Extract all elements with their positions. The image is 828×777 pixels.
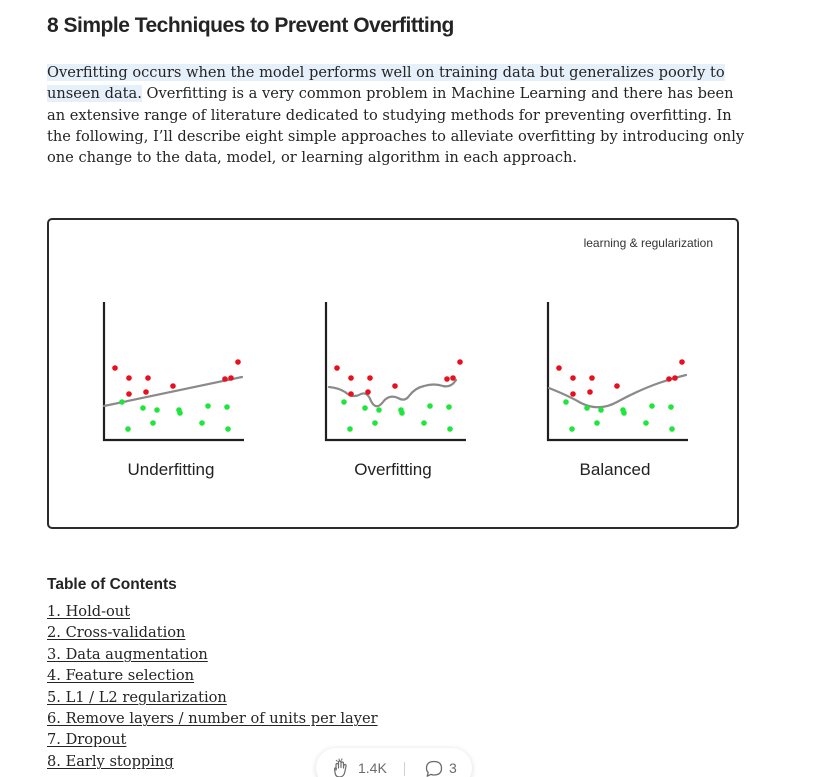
green-data-point bbox=[362, 405, 368, 411]
green-data-point bbox=[668, 404, 674, 410]
toc-item: 7. Dropout bbox=[47, 729, 378, 750]
red-data-point bbox=[614, 383, 620, 389]
green-data-point bbox=[347, 426, 353, 432]
toc-link-hold-out[interactable]: 1. Hold-out bbox=[47, 603, 131, 620]
red-data-point bbox=[222, 376, 228, 382]
red-data-point bbox=[570, 391, 576, 397]
green-data-point bbox=[421, 420, 427, 426]
green-data-point bbox=[205, 403, 211, 409]
green-data-point bbox=[643, 420, 649, 426]
toc-link-remove-layers[interactable]: 6. Remove layers / number of units per l… bbox=[47, 710, 378, 728]
green-data-point bbox=[199, 420, 205, 426]
red-data-point bbox=[170, 383, 176, 389]
red-data-point bbox=[450, 375, 456, 381]
fit-curve bbox=[327, 378, 458, 408]
fit-curve bbox=[547, 373, 688, 409]
red-data-point bbox=[457, 359, 463, 365]
toc-link-cross-validation[interactable]: 2. Cross-validation bbox=[47, 624, 186, 642]
green-data-point bbox=[154, 407, 160, 413]
overfitting-figure[interactable]: learning & regularization Underfitting O… bbox=[47, 218, 739, 529]
green-data-point bbox=[447, 426, 453, 432]
red-data-point bbox=[679, 359, 685, 365]
red-data-point bbox=[348, 391, 354, 397]
panel-label-underfitting: Underfitting bbox=[127, 460, 215, 479]
toc-heading: Table of Contents bbox=[47, 576, 177, 593]
figure-caption-tag: learning & regularization bbox=[583, 236, 713, 250]
green-data-point bbox=[584, 405, 590, 411]
green-data-point bbox=[372, 420, 378, 426]
green-data-point bbox=[649, 403, 655, 409]
panel-label-overfitting: Overfitting bbox=[354, 460, 432, 479]
toc-link-early-stopping[interactable]: 8. Early stopping bbox=[47, 752, 174, 770]
panel-label-balanced: Balanced bbox=[579, 460, 651, 479]
green-data-point bbox=[224, 404, 230, 410]
article-intro: Overfitting occurs when the model perfor… bbox=[47, 62, 747, 168]
red-data-point bbox=[126, 391, 132, 397]
response-count: 3 bbox=[449, 760, 457, 776]
toc-link-dropout[interactable]: 7. Dropout bbox=[47, 731, 127, 749]
red-data-point bbox=[112, 365, 118, 371]
fit-curve bbox=[102, 375, 244, 408]
toc-item: 1. Hold-out bbox=[47, 601, 378, 622]
green-data-point bbox=[598, 407, 604, 413]
toc-link-data-augmentation[interactable]: 3. Data augmentation bbox=[47, 645, 208, 663]
green-data-point bbox=[140, 405, 146, 411]
intro-text: Overfitting is a very common problem in … bbox=[47, 85, 745, 167]
divider bbox=[404, 762, 405, 776]
red-data-point bbox=[235, 359, 241, 365]
green-data-point bbox=[376, 407, 382, 413]
red-data-point bbox=[365, 389, 371, 395]
red-data-point bbox=[672, 375, 678, 381]
green-data-point bbox=[125, 426, 131, 432]
red-data-point bbox=[334, 365, 340, 371]
red-data-point bbox=[348, 375, 354, 381]
clap-icon[interactable] bbox=[330, 758, 352, 777]
red-data-point bbox=[589, 375, 595, 381]
red-data-point bbox=[570, 375, 576, 381]
red-data-point bbox=[444, 376, 450, 382]
green-data-point bbox=[446, 404, 452, 410]
red-data-point bbox=[143, 389, 149, 395]
green-data-point bbox=[119, 399, 125, 405]
green-data-point bbox=[569, 426, 575, 432]
article-title: 8 Simple Techniques to Prevent Overfitti… bbox=[47, 14, 454, 37]
toc-item: 4. Feature selection bbox=[47, 665, 378, 686]
green-data-point bbox=[427, 403, 433, 409]
toc-item: 3. Data augmentation bbox=[47, 644, 378, 665]
red-data-point bbox=[666, 376, 672, 382]
fitting-illustration bbox=[102, 302, 688, 442]
toc-item: 2. Cross-validation bbox=[47, 622, 378, 643]
red-data-point bbox=[556, 365, 562, 371]
clap-count: 1.4K bbox=[358, 760, 387, 776]
red-data-point bbox=[126, 375, 132, 381]
chart-axes bbox=[324, 302, 466, 442]
toc-item: 5. L1 / L2 regularization bbox=[47, 687, 378, 708]
green-data-point bbox=[176, 407, 182, 413]
red-data-point bbox=[392, 383, 398, 389]
toc-link-regularization[interactable]: 5. L1 / L2 regularization bbox=[47, 688, 227, 706]
red-data-point bbox=[228, 375, 234, 381]
red-data-point bbox=[587, 389, 593, 395]
red-data-point bbox=[367, 375, 373, 381]
toc-link-feature-selection[interactable]: 4. Feature selection bbox=[47, 667, 195, 685]
green-data-point bbox=[620, 407, 626, 413]
green-data-point bbox=[225, 426, 231, 432]
speech-bubble-icon[interactable] bbox=[424, 759, 444, 777]
chart-axes bbox=[102, 302, 244, 442]
table-of-contents: 1. Hold-out 2. Cross-validation 3. Data … bbox=[47, 601, 378, 772]
red-data-point bbox=[145, 375, 151, 381]
green-data-point bbox=[341, 399, 347, 405]
green-data-point bbox=[150, 420, 156, 426]
green-data-point bbox=[594, 420, 600, 426]
green-data-point bbox=[669, 426, 675, 432]
green-data-point bbox=[563, 399, 569, 405]
toc-item: 8. Early stopping bbox=[47, 751, 378, 772]
chart-axes bbox=[546, 302, 688, 442]
toc-item: 6. Remove layers / number of units per l… bbox=[47, 708, 378, 729]
floating-action-bar: 1.4K 3 bbox=[316, 748, 472, 777]
green-data-point bbox=[398, 407, 404, 413]
